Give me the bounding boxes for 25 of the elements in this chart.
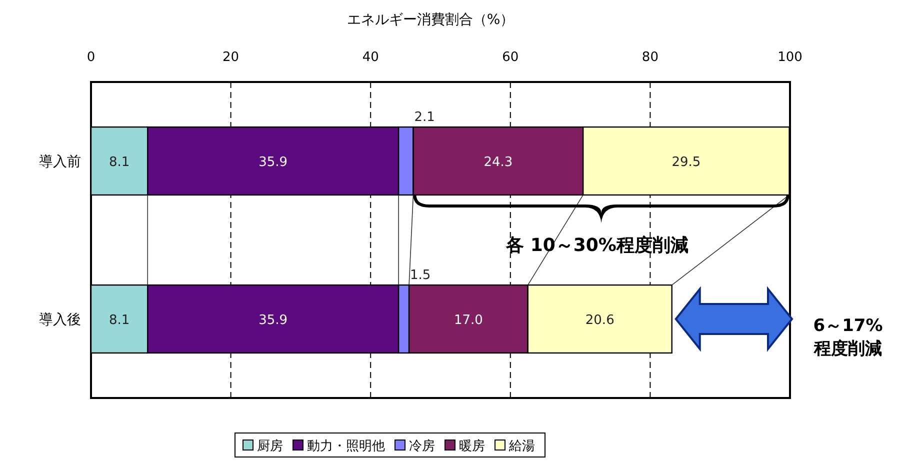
x-axis-title: エネルギー消費割合（%） — [346, 12, 514, 28]
x-tick-label: 0 — [86, 50, 96, 65]
data-label: 1.5 — [410, 268, 431, 284]
legend-label: 動力・照明他 — [307, 439, 385, 454]
data-label: 35.9 — [258, 155, 288, 170]
data-label: 8.1 — [108, 313, 130, 328]
x-tick-label: 60 — [502, 50, 519, 65]
y-tick-label: 導入前 — [39, 154, 81, 170]
data-label: 24.3 — [484, 155, 513, 170]
legend-label: 冷房 — [409, 438, 435, 454]
legend-label: 厨房 — [257, 438, 283, 454]
legend-label: 暖房 — [459, 438, 485, 454]
data-label: 2.1 — [414, 110, 435, 126]
text: 6～17% 程度削減 — [813, 316, 883, 359]
x-tick-label: 40 — [362, 50, 379, 65]
data-label: 20.6 — [585, 313, 614, 328]
data-label: 35.9 — [258, 313, 288, 328]
y-tick-label: 導入後 — [39, 312, 81, 328]
x-tick-label: 80 — [642, 50, 658, 65]
data-label: 8.1 — [108, 155, 130, 170]
legend-label: 給湯 — [508, 439, 535, 454]
data-label: 17.0 — [454, 313, 483, 328]
data-label: 29.5 — [672, 155, 701, 170]
x-tick-label: 100 — [778, 50, 802, 65]
x-tick-label: 20 — [222, 50, 240, 65]
